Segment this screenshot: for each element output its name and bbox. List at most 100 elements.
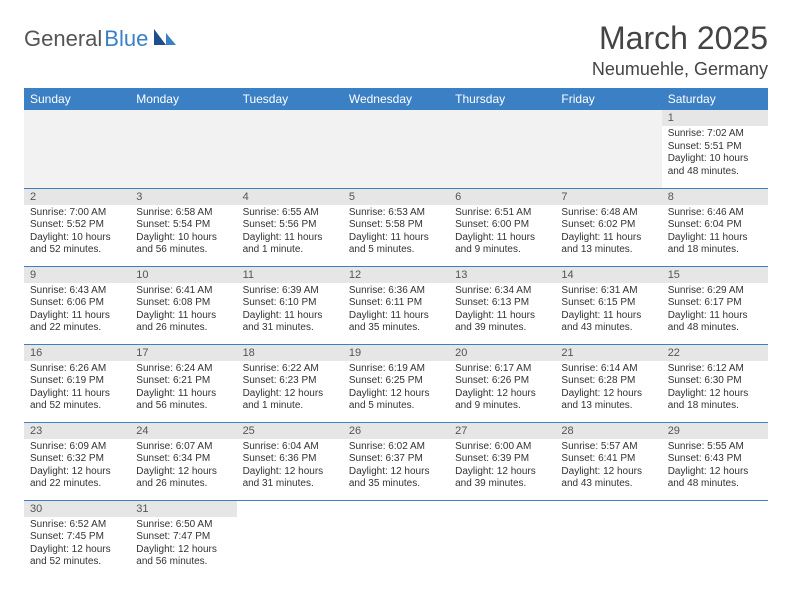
- day-details: Sunrise: 6:52 AMSunset: 7:45 PMDaylight:…: [24, 517, 130, 573]
- day-line: Sunrise: 6:41 AM: [136, 285, 230, 298]
- day-line: Sunrise: 6:24 AM: [136, 363, 230, 376]
- header: General Blue March 2025 Neumuehle, Germa…: [24, 20, 768, 80]
- day-line: and 13 minutes.: [561, 400, 655, 413]
- day-details: Sunrise: 6:43 AMSunset: 6:06 PMDaylight:…: [24, 283, 130, 339]
- weekday-header: Tuesday: [237, 88, 343, 110]
- day-line: and 35 minutes.: [349, 322, 443, 335]
- weekday-header-row: Sunday Monday Tuesday Wednesday Thursday…: [24, 88, 768, 110]
- calendar-cell: [449, 500, 555, 578]
- calendar-cell: 29Sunrise: 5:55 AMSunset: 6:43 PMDayligh…: [662, 422, 768, 500]
- month-title: March 2025: [592, 20, 768, 57]
- title-block: March 2025 Neumuehle, Germany: [592, 20, 768, 80]
- day-number: 5: [343, 189, 449, 205]
- day-line: Sunrise: 6:55 AM: [243, 207, 337, 220]
- day-line: Sunset: 6:26 PM: [455, 375, 549, 388]
- day-line: and 52 minutes.: [30, 556, 124, 569]
- day-line: and 56 minutes.: [136, 400, 230, 413]
- weekday-header: Monday: [130, 88, 236, 110]
- day-line: Daylight: 11 hours: [30, 388, 124, 401]
- calendar-cell: 30Sunrise: 6:52 AMSunset: 7:45 PMDayligh…: [24, 500, 130, 578]
- day-line: Daylight: 11 hours: [668, 232, 762, 245]
- day-number: 31: [130, 501, 236, 517]
- day-details: Sunrise: 6:29 AMSunset: 6:17 PMDaylight:…: [662, 283, 768, 339]
- location: Neumuehle, Germany: [592, 59, 768, 80]
- day-line: Sunset: 6:02 PM: [561, 219, 655, 232]
- day-details: Sunrise: 6:51 AMSunset: 6:00 PMDaylight:…: [449, 205, 555, 261]
- day-line: Daylight: 12 hours: [243, 388, 337, 401]
- day-line: and 39 minutes.: [455, 478, 549, 491]
- day-details: Sunrise: 5:57 AMSunset: 6:41 PMDaylight:…: [555, 439, 661, 495]
- day-line: Sunrise: 6:53 AM: [349, 207, 443, 220]
- day-line: Sunrise: 6:48 AM: [561, 207, 655, 220]
- day-details: Sunrise: 6:36 AMSunset: 6:11 PMDaylight:…: [343, 283, 449, 339]
- day-line: Sunrise: 6:50 AM: [136, 519, 230, 532]
- day-details: Sunrise: 7:00 AMSunset: 5:52 PMDaylight:…: [24, 205, 130, 261]
- day-details: Sunrise: 6:50 AMSunset: 7:47 PMDaylight:…: [130, 517, 236, 573]
- calendar-cell: 2Sunrise: 7:00 AMSunset: 5:52 PMDaylight…: [24, 188, 130, 266]
- day-number: 12: [343, 267, 449, 283]
- day-line: and 43 minutes.: [561, 478, 655, 491]
- day-details: Sunrise: 6:58 AMSunset: 5:54 PMDaylight:…: [130, 205, 236, 261]
- day-details: Sunrise: 6:31 AMSunset: 6:15 PMDaylight:…: [555, 283, 661, 339]
- day-line: Sunrise: 6:31 AM: [561, 285, 655, 298]
- calendar-cell: 12Sunrise: 6:36 AMSunset: 6:11 PMDayligh…: [343, 266, 449, 344]
- day-number: 25: [237, 423, 343, 439]
- calendar-cell: [237, 110, 343, 188]
- day-line: Daylight: 11 hours: [668, 310, 762, 323]
- weekday-header: Friday: [555, 88, 661, 110]
- day-number: 24: [130, 423, 236, 439]
- day-line: Sunrise: 6:36 AM: [349, 285, 443, 298]
- day-line: Sunset: 6:08 PM: [136, 297, 230, 310]
- day-line: and 22 minutes.: [30, 322, 124, 335]
- day-line: and 5 minutes.: [349, 400, 443, 413]
- calendar-cell: 13Sunrise: 6:34 AMSunset: 6:13 PMDayligh…: [449, 266, 555, 344]
- day-line: and 52 minutes.: [30, 400, 124, 413]
- day-number: 1: [662, 110, 768, 126]
- calendar-cell: 8Sunrise: 6:46 AMSunset: 6:04 PMDaylight…: [662, 188, 768, 266]
- day-details: Sunrise: 6:19 AMSunset: 6:25 PMDaylight:…: [343, 361, 449, 417]
- day-line: Sunrise: 6:02 AM: [349, 441, 443, 454]
- day-line: Sunset: 6:34 PM: [136, 453, 230, 466]
- day-line: and 26 minutes.: [136, 478, 230, 491]
- day-line: and 31 minutes.: [243, 478, 337, 491]
- calendar-row: 23Sunrise: 6:09 AMSunset: 6:32 PMDayligh…: [24, 422, 768, 500]
- day-line: Sunset: 5:54 PM: [136, 219, 230, 232]
- day-number: 14: [555, 267, 661, 283]
- day-details: Sunrise: 6:00 AMSunset: 6:39 PMDaylight:…: [449, 439, 555, 495]
- day-line: Sunrise: 6:29 AM: [668, 285, 762, 298]
- calendar-cell: 3Sunrise: 6:58 AMSunset: 5:54 PMDaylight…: [130, 188, 236, 266]
- day-line: and 13 minutes.: [561, 244, 655, 257]
- day-line: Sunset: 7:45 PM: [30, 531, 124, 544]
- day-line: Daylight: 12 hours: [349, 466, 443, 479]
- day-line: Daylight: 11 hours: [455, 310, 549, 323]
- day-line: Sunset: 6:36 PM: [243, 453, 337, 466]
- calendar-cell: 11Sunrise: 6:39 AMSunset: 6:10 PMDayligh…: [237, 266, 343, 344]
- day-number: 29: [662, 423, 768, 439]
- day-line: Sunrise: 6:12 AM: [668, 363, 762, 376]
- day-line: Daylight: 11 hours: [349, 232, 443, 245]
- day-details: Sunrise: 6:26 AMSunset: 6:19 PMDaylight:…: [24, 361, 130, 417]
- day-line: Daylight: 12 hours: [561, 466, 655, 479]
- day-line: Daylight: 11 hours: [243, 310, 337, 323]
- day-line: Daylight: 11 hours: [561, 232, 655, 245]
- day-line: and 48 minutes.: [668, 166, 762, 179]
- day-number: 3: [130, 189, 236, 205]
- day-details: Sunrise: 6:09 AMSunset: 6:32 PMDaylight:…: [24, 439, 130, 495]
- day-line: Sunrise: 6:26 AM: [30, 363, 124, 376]
- day-details: Sunrise: 6:22 AMSunset: 6:23 PMDaylight:…: [237, 361, 343, 417]
- day-line: Sunset: 6:11 PM: [349, 297, 443, 310]
- day-details: Sunrise: 6:53 AMSunset: 5:58 PMDaylight:…: [343, 205, 449, 261]
- day-line: and 18 minutes.: [668, 400, 762, 413]
- day-line: and 9 minutes.: [455, 244, 549, 257]
- day-number: 18: [237, 345, 343, 361]
- day-details: Sunrise: 6:07 AMSunset: 6:34 PMDaylight:…: [130, 439, 236, 495]
- day-line: and 1 minute.: [243, 244, 337, 257]
- calendar-cell: [449, 110, 555, 188]
- day-line: and 43 minutes.: [561, 322, 655, 335]
- calendar-cell: 22Sunrise: 6:12 AMSunset: 6:30 PMDayligh…: [662, 344, 768, 422]
- day-line: and 52 minutes.: [30, 244, 124, 257]
- day-details: Sunrise: 6:04 AMSunset: 6:36 PMDaylight:…: [237, 439, 343, 495]
- day-line: Daylight: 11 hours: [136, 388, 230, 401]
- day-line: and 39 minutes.: [455, 322, 549, 335]
- day-details: Sunrise: 6:02 AMSunset: 6:37 PMDaylight:…: [343, 439, 449, 495]
